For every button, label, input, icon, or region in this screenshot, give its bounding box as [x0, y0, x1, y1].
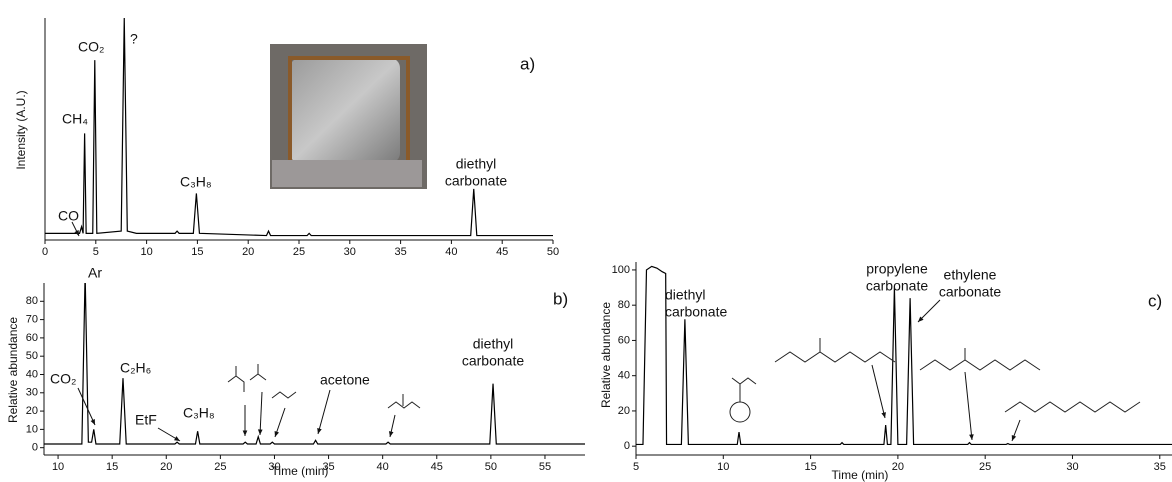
x-tick-label: 0 [42, 246, 48, 258]
x-tick-label: 35 [1154, 461, 1166, 473]
molecule-sketch [272, 392, 296, 398]
photo-inset [270, 44, 427, 189]
peak-label: carbonate [665, 304, 727, 320]
y-tick-label: 40 [26, 368, 38, 380]
molecule-sketch [388, 402, 420, 408]
arrow-head [243, 430, 248, 436]
molecule-sketch [1005, 402, 1140, 412]
panel-label: a) [520, 54, 535, 73]
peak-label: carbonate [462, 353, 524, 369]
figure: 05101520253035404550Intensity (A.U.)a)CO… [0, 0, 1172, 482]
arrow [260, 392, 262, 435]
x-tick-label: 10 [140, 246, 152, 258]
molecule-sketch [775, 352, 895, 362]
x-tick-label: 10 [52, 461, 64, 473]
x-tick-label: 45 [431, 461, 443, 473]
y-tick-label: 60 [26, 332, 38, 344]
y-tick-label: 80 [26, 295, 38, 307]
y-tick-label: 80 [618, 299, 630, 311]
arrow-head [1012, 435, 1016, 441]
x-tick-label: 20 [892, 461, 904, 473]
x-tick-label: 10 [717, 461, 729, 473]
peak-label: CO₂ [78, 39, 104, 55]
peak-label: Ar [88, 265, 102, 281]
x-tick-label: 5 [633, 461, 639, 473]
x-tick-label: 15 [191, 246, 203, 258]
y-axis-label: Intensity (A.U.) [14, 90, 28, 169]
peak-label: carbonate [866, 278, 928, 294]
y-tick-label: 60 [618, 334, 630, 346]
peak-label: carbonate [939, 284, 1001, 300]
x-tick-label: 20 [242, 246, 254, 258]
x-tick-label: 30 [344, 246, 356, 258]
x-tick-label: 5 [93, 246, 99, 258]
arrow [318, 390, 330, 434]
y-tick-label: 40 [618, 370, 630, 382]
y-tick-label: 20 [26, 405, 38, 417]
x-tick-label: 55 [539, 461, 551, 473]
peak-label: carbonate [445, 173, 507, 189]
y-tick-label: 100 [612, 264, 630, 276]
y-tick-label: 0 [32, 442, 38, 454]
x-tick-label: 15 [804, 461, 816, 473]
molecule-sketch [920, 360, 1040, 370]
x-tick-label: 25 [979, 461, 991, 473]
molecule-sketch [228, 376, 244, 392]
peak-label: C₂H₆ [120, 360, 151, 376]
x-axis-label: Time (min) [832, 468, 889, 482]
y-tick-label: 30 [26, 387, 38, 399]
x-tick-label: 15 [106, 461, 118, 473]
peak-label: diethyl [456, 156, 496, 172]
molecule-sketch [250, 374, 266, 380]
x-tick-label: 50 [485, 461, 497, 473]
x-tick-label: 25 [214, 461, 226, 473]
arrow [78, 388, 95, 425]
peak-label: CH₄ [62, 111, 88, 127]
y-tick-label: 10 [26, 423, 38, 435]
y-tick-label: 20 [618, 405, 630, 417]
panel-label: b) [553, 289, 568, 308]
x-tick-label: 30 [1066, 461, 1078, 473]
arrow-head [389, 431, 394, 437]
y-tick-label: 0 [624, 440, 630, 452]
y-tick-label: 50 [26, 350, 38, 362]
peak-label: C₃H₈ [183, 405, 215, 421]
x-tick-label: 45 [496, 246, 508, 258]
peak-label: EtF [135, 412, 157, 428]
arrow [965, 372, 972, 440]
molecule-sketch [730, 402, 750, 422]
y-tick-label: 70 [26, 314, 38, 326]
peak-label: diethyl [665, 287, 705, 303]
arrow [872, 365, 885, 418]
x-tick-label: 40 [445, 246, 457, 258]
x-tick-label: 35 [394, 246, 406, 258]
panel-label: c) [1148, 291, 1162, 310]
y-axis-label: Relative abundance [599, 302, 613, 408]
peak-label: propylene [866, 261, 928, 277]
arrow-head [275, 431, 279, 437]
peak-label: acetone [320, 372, 370, 388]
peak-label: CO₂ [50, 371, 76, 387]
x-tick-label: 25 [293, 246, 305, 258]
x-tick-label: 20 [160, 461, 172, 473]
peak-label: C₃H₈ [180, 174, 212, 190]
peak-label: ethylene [944, 267, 997, 283]
x-tick-label: 40 [377, 461, 389, 473]
molecule-sketch [740, 378, 756, 384]
x-axis-label: Time (min) [272, 464, 329, 478]
molecule-sketch [732, 378, 740, 402]
peak-label: CO [58, 208, 79, 224]
peak-label: ? [130, 31, 138, 47]
page: 05101520253035404550Intensity (A.U.)a)CO… [0, 0, 1172, 482]
peak-label: diethyl [473, 336, 513, 352]
y-axis-label: Relative abundance [6, 317, 20, 423]
arrow-head [258, 429, 263, 435]
x-tick-label: 50 [547, 246, 559, 258]
